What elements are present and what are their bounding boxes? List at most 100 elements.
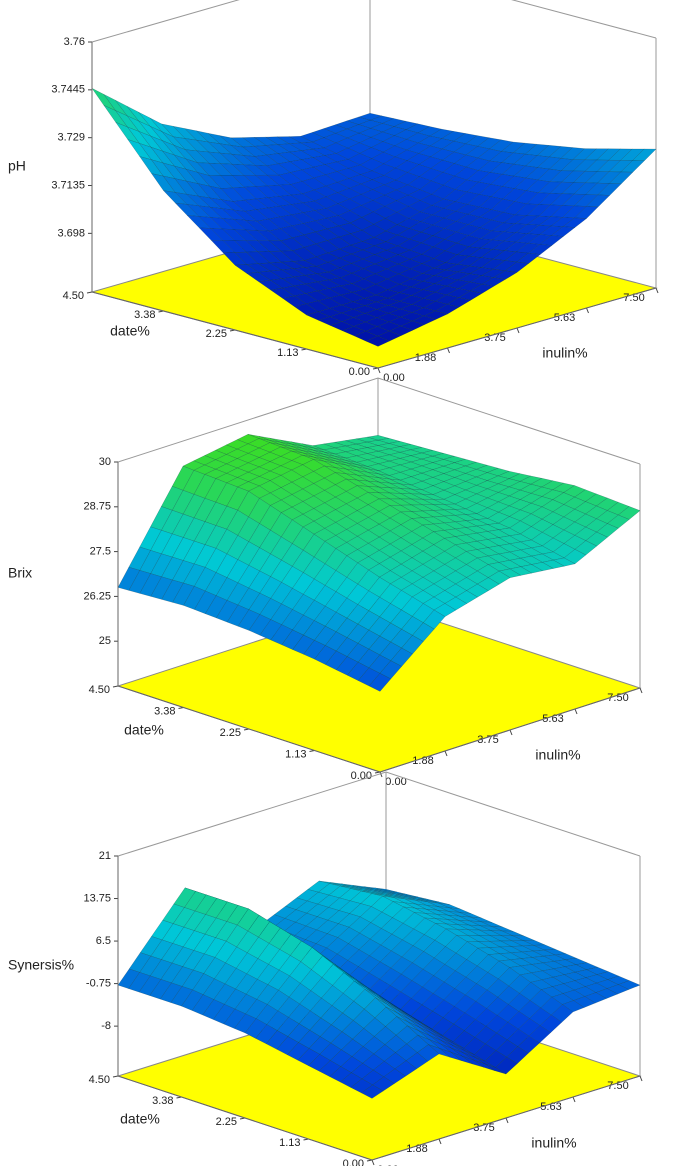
- x-tick-label: 0.00: [343, 1158, 364, 1166]
- surface-cell: [445, 928, 578, 968]
- box-edge: [377, 287, 657, 369]
- y-tick-label: 3.75: [477, 734, 498, 746]
- box-edge: [91, 0, 657, 43]
- surface-cell: [442, 967, 574, 1075]
- y-tick-label: 3.75: [484, 332, 505, 344]
- surface-facet: [361, 1084, 384, 1099]
- surface-cell: [314, 576, 446, 692]
- z-tick-label: 30: [99, 456, 111, 468]
- x-tick-label: 3.38: [152, 1095, 173, 1107]
- surface-cell: [182, 434, 314, 492]
- y-tick: [516, 327, 520, 334]
- z-tick-label: -8: [101, 1020, 111, 1032]
- surface-cell: [305, 294, 449, 347]
- z-tick-label: 3.7445: [51, 84, 85, 96]
- y-axis-title: inulin%: [542, 345, 587, 361]
- y-tick: [438, 1138, 442, 1145]
- surface-cell: [183, 490, 315, 631]
- y-tick: [586, 307, 589, 314]
- y-tick-label: 1.88: [406, 1143, 427, 1155]
- surface-cell: [443, 527, 576, 578]
- surface-cell: [312, 435, 445, 471]
- box-edge: [117, 685, 381, 773]
- y-tick: [639, 1075, 643, 1082]
- x-tick-label: 3.38: [154, 705, 175, 717]
- surface-cell: [373, 198, 516, 263]
- surface-cell: [318, 880, 450, 905]
- box-edge: [91, 291, 379, 369]
- y-tick: [379, 771, 383, 778]
- x-tick-label: 0.00: [349, 366, 370, 378]
- surface-cell: [509, 485, 641, 565]
- y-tick-label: 3.75: [473, 1122, 494, 1134]
- z-tick-label: 3.729: [57, 132, 85, 144]
- y-tick-label: 7.50: [623, 292, 644, 304]
- surface-cell: [443, 141, 585, 216]
- y-tick-label: 0.00: [385, 776, 406, 788]
- x-tick-label: 1.13: [277, 347, 298, 359]
- y-tick-label: 1.88: [415, 352, 436, 364]
- y-tick-label: 5.63: [554, 312, 575, 324]
- surface-cell: [379, 538, 511, 617]
- z-axis-title: Brix: [8, 565, 32, 581]
- x-tick: [86, 291, 93, 294]
- surface-cell: [248, 533, 380, 660]
- x-tick-label: 4.50: [63, 290, 84, 302]
- surface-cell: [163, 190, 305, 266]
- z-tick-label: 3.7135: [51, 179, 85, 191]
- surface-cell: [445, 214, 587, 273]
- y-tick-label: 5.63: [540, 1101, 561, 1113]
- y-tick: [574, 708, 578, 715]
- y-tick-label: 0.00: [383, 372, 404, 384]
- surface-cell: [377, 453, 510, 500]
- surface-cell: [375, 262, 518, 315]
- surface-cell: [378, 928, 510, 1036]
- box-edge: [117, 771, 641, 857]
- y-tick: [572, 1096, 576, 1103]
- surface-cell: [311, 947, 443, 1036]
- y-tick: [447, 347, 450, 354]
- y-axis-title: inulin%: [535, 747, 580, 763]
- x-tick-label: 4.50: [89, 684, 110, 696]
- surface-cell: [371, 128, 514, 200]
- surface-cell: [375, 997, 507, 1075]
- y-tick-label: 7.50: [607, 692, 628, 704]
- x-tick: [112, 1075, 119, 1078]
- surface-cell: [248, 459, 380, 535]
- z-tick-label: 6.5: [96, 935, 111, 947]
- x-axis-title: date%: [110, 323, 150, 339]
- box-edge: [117, 1075, 373, 1161]
- surface-plot: -8 -0.75 6.5 13.75 21 0.00 1.13 2.25 3.38 4.50 0.0…: [8, 771, 643, 1166]
- x-tick-label: 1.13: [285, 748, 306, 760]
- z-axis-title: Synersis%: [8, 957, 74, 973]
- surface-cell: [232, 193, 375, 261]
- box-edge: [117, 377, 641, 465]
- surface-cell: [308, 997, 440, 1099]
- x-tick-label: 2.25: [220, 727, 241, 739]
- z-tick-label: 27.5: [90, 546, 111, 558]
- y-tick-label: 0.00: [377, 1164, 398, 1166]
- surface-plot: 25 26.25 27.5 28.75 30 0.00 1.13 2.25 3.38 4.50 0.…: [8, 377, 643, 788]
- y-axis-title: inulin%: [531, 1135, 576, 1151]
- y-tick-label: 7.50: [607, 1080, 628, 1092]
- z-tick-label: 21: [99, 850, 111, 862]
- surface-cell: [91, 88, 234, 202]
- x-tick-label: 2.25: [206, 328, 227, 340]
- surface-cell: [304, 237, 446, 296]
- x-axis-title: date%: [124, 722, 164, 738]
- y-tick: [509, 729, 513, 736]
- x-axis-title: date%: [120, 1111, 160, 1127]
- surface-cell: [161, 123, 303, 202]
- x-tick-label: 4.50: [89, 1074, 110, 1086]
- surface-cell: [315, 895, 447, 998]
- y-tick-label: 1.88: [412, 755, 433, 767]
- z-axis-title: pH: [8, 158, 26, 174]
- surface-cell: [313, 459, 445, 500]
- y-tick: [639, 687, 643, 694]
- y-tick: [655, 287, 659, 294]
- z-tick-label: 3.76: [64, 36, 85, 48]
- z-tick-label: 13.75: [83, 892, 111, 904]
- x-tick-label: 3.38: [134, 309, 155, 321]
